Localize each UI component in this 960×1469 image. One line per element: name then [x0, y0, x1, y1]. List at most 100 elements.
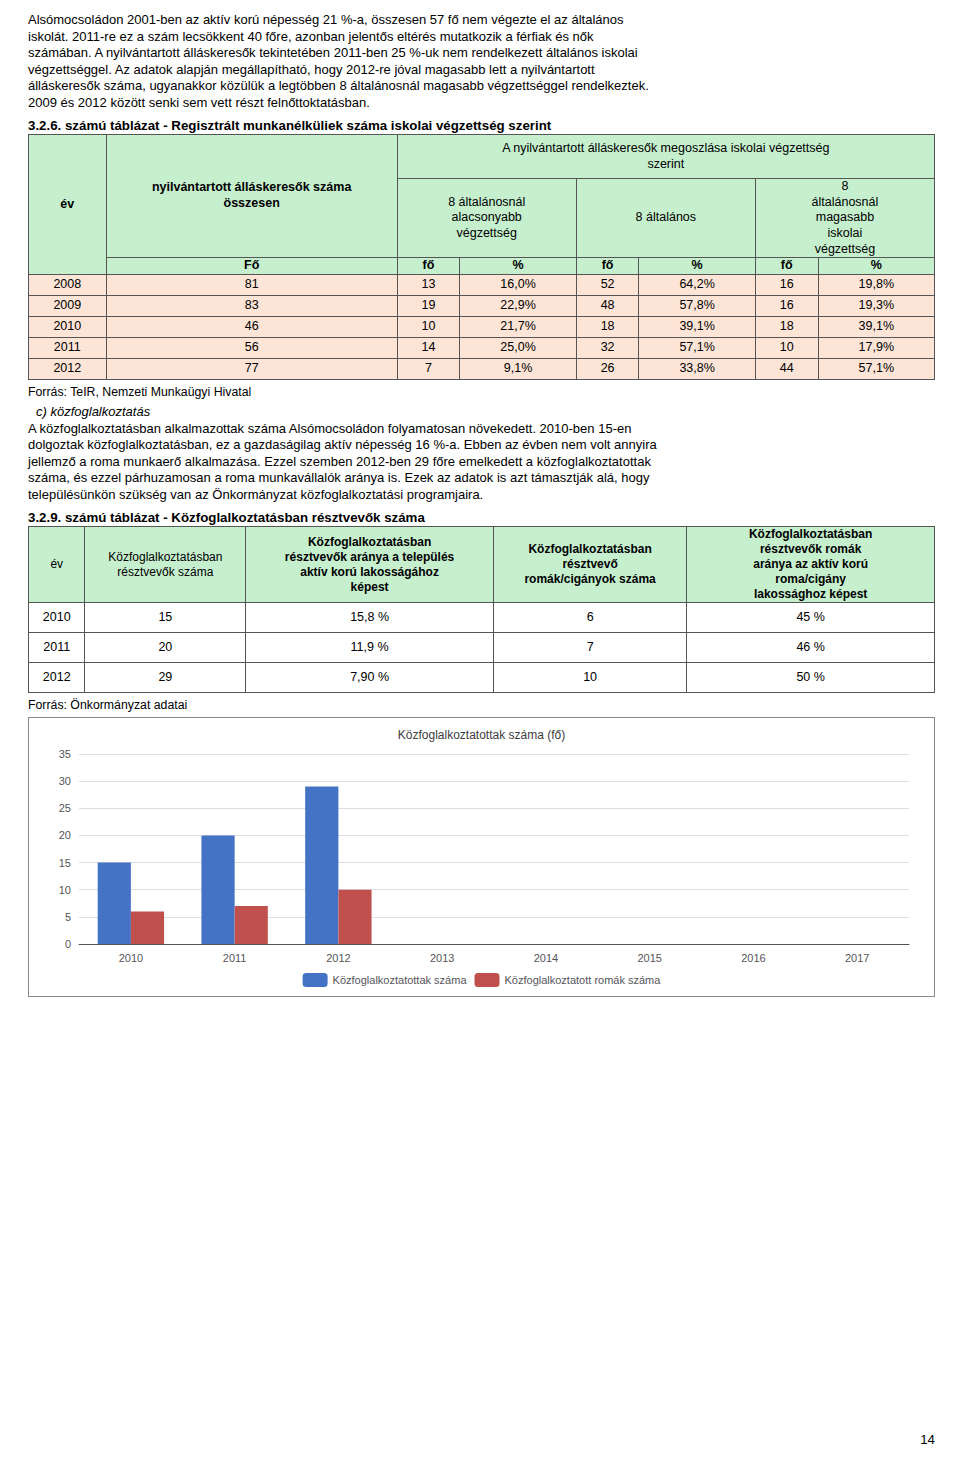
- html-text:56: 56: [244, 340, 259, 355]
- html-text:14: 14: [421, 340, 436, 355]
- html-text:48: 48: [600, 298, 615, 313]
- html-text:álláskeresők száma, ugyanakkor: álláskeresők száma, ugyanakkor közülük a…: [28, 78, 649, 93]
- html-text:19,3%: 19,3%: [858, 298, 894, 313]
- html-text:2008: 2008: [53, 277, 82, 292]
- html-text:Közfoglalkoztatásban: Közfoglalkoztatásban: [307, 534, 432, 549]
- html-text:32: 32: [600, 340, 615, 355]
- html-text:3.2.9. számú táblázat - Közfog: 3.2.9. számú táblázat - Közfoglalkoztatá…: [28, 510, 425, 526]
- html-text:57,1%: 57,1%: [858, 361, 894, 376]
- html-text:10: 10: [779, 340, 794, 355]
- html-text:19,8%: 19,8%: [858, 277, 894, 292]
- html-text:64,2%: 64,2%: [679, 277, 715, 292]
- html-text:végzettség: végzettség: [456, 225, 517, 240]
- svg-text:35: 35: [59, 748, 71, 760]
- html-text:16: 16: [779, 298, 794, 313]
- html-text:18: 18: [779, 319, 794, 334]
- svg-text:5: 5: [65, 911, 71, 923]
- html-text:romák/cigányok száma: romák/cigányok száma: [524, 572, 656, 587]
- html-text:aránya az aktív korú: aránya az aktív korú: [753, 557, 868, 572]
- html-text:A közfoglalkoztatásban alkalma: A közfoglalkoztatásban alkalmazottak szá…: [28, 420, 632, 436]
- html-text:A nyilvántartott álláskeresők: A nyilvántartott álláskeresők megoszlása…: [502, 140, 830, 155]
- html-text:3.2.6. számú táblázat - Regisz: 3.2.6. számú táblázat - Regisztrált munk…: [28, 118, 552, 133]
- html-text:összesen: összesen: [223, 196, 280, 211]
- html-text:év: év: [60, 196, 75, 211]
- html-text:általánosnál: általánosnál: [811, 194, 879, 209]
- svg-text:2017: 2017: [845, 952, 869, 964]
- html-text:alacsonyabb: alacsonyabb: [451, 210, 522, 225]
- html-text:52: 52: [600, 277, 615, 292]
- html-text:13: 13: [421, 277, 436, 292]
- svg-text:2015: 2015: [637, 952, 661, 964]
- html-text:Fő: Fő: [244, 258, 260, 273]
- html-text:2012: 2012: [53, 361, 82, 376]
- html-text:8 általános: 8 általános: [635, 210, 696, 225]
- html-text:39,1%: 39,1%: [858, 319, 894, 334]
- html-text:magasabb: magasabb: [815, 210, 875, 225]
- svg-text:30: 30: [59, 775, 71, 787]
- html-text:39,1%: 39,1%: [679, 319, 715, 334]
- svg-text:10: 10: [59, 884, 71, 896]
- html-text:46: 46: [244, 319, 259, 334]
- svg-text:2013: 2013: [430, 952, 454, 964]
- html-text:2009: 2009: [53, 298, 82, 313]
- html-text:16: 16: [779, 277, 794, 292]
- html-text:16,0%: 16,0%: [500, 277, 536, 292]
- html-text:résztvevő: résztvevő: [562, 557, 618, 572]
- svg-text:15: 15: [59, 857, 71, 869]
- html-text:Közfoglalkoztatásban: Közfoglalkoztatásban: [108, 549, 223, 564]
- html-text:résztvevők száma: résztvevők száma: [117, 564, 214, 579]
- html-text:képest: képest: [350, 579, 389, 594]
- html-text:2010: 2010: [53, 319, 82, 334]
- html-text:településünkön szükség van az: településünkön szükség van az Önkormányz…: [28, 486, 484, 502]
- svg-text:Közfoglalkoztatott romák száma: Közfoglalkoztatott romák száma: [505, 974, 662, 986]
- html-text:57,8%: 57,8%: [679, 298, 715, 313]
- html-text:c) közfoglalkoztatás: c) közfoglalkoztatás: [36, 404, 151, 420]
- svg-text:25: 25: [59, 802, 71, 814]
- html-text:21,7%: 21,7%: [500, 319, 536, 334]
- html-text:végzettség: végzettség: [814, 241, 876, 256]
- html-text:26: 26: [600, 361, 615, 376]
- html-text:nyilvántartott álláskeresők sz: nyilvántartott álláskeresők száma: [151, 180, 352, 195]
- html-text:aktív korú lakosságához: aktív korú lakosságához: [300, 564, 439, 579]
- html-text:roma/cigány: roma/cigány: [775, 572, 846, 587]
- html-text:18: 18: [600, 319, 615, 334]
- html-text:iskolai: iskolai: [827, 225, 863, 240]
- svg-text:Közfoglalkoztatottak száma: Közfoglalkoztatottak száma: [333, 974, 468, 986]
- html-text:szerint: szerint: [647, 156, 685, 171]
- html-text:33,8%: 33,8%: [679, 361, 715, 376]
- html-text:Közfoglalkoztatásban: Közfoglalkoztatásban: [749, 527, 873, 542]
- svg-text:2010: 2010: [119, 952, 143, 964]
- html-text:57,1%: 57,1%: [679, 340, 715, 355]
- html-text:számában. A nyilvántartott áll: számában. A nyilvántartott álláskeresők …: [28, 45, 638, 60]
- html-text:17,9%: 17,9%: [858, 340, 894, 355]
- html-text:9,1%: 9,1%: [503, 361, 533, 376]
- html-text:2009 és 2012 között senki sem: 2009 és 2012 között senki sem vett részt…: [28, 94, 370, 110]
- html-text:83: 83: [244, 298, 259, 313]
- svg-text:2016: 2016: [741, 952, 765, 964]
- html-text:dolgoztak közfoglalkoztatásban: dolgoztak közfoglalkoztatásban, ez a gaz…: [28, 437, 657, 453]
- html-text:jellemző a roma munkaerő alkal: jellemző a roma munkaerő alkalmazása. Ez…: [28, 453, 651, 469]
- html-text:77: 77: [244, 361, 259, 376]
- svg-text:Közfoglalkoztatottak száma (fő: Közfoglalkoztatottak száma (fő): [398, 728, 565, 742]
- html-text:8 általánosnál: 8 általánosnál: [448, 194, 526, 209]
- html-text:Forrás: TeIR, Nemzeti Munkaügy: Forrás: TeIR, Nemzeti Munkaügyi Hivatal: [28, 385, 252, 400]
- svg-text:0: 0: [65, 938, 71, 950]
- html-text:10: 10: [421, 319, 436, 334]
- html-text:81: 81: [244, 277, 259, 292]
- html-text:résztvevők aránya a település: résztvevők aránya a település: [284, 549, 455, 564]
- html-text:résztvevők romák: résztvevők romák: [759, 542, 862, 557]
- html-text:Közfoglalkoztatásban: Közfoglalkoztatásban: [528, 542, 652, 557]
- svg-text:2011: 2011: [223, 952, 247, 964]
- svg-text:2014: 2014: [534, 952, 558, 964]
- html-text:végzettséggel. Az adatok alapj: végzettséggel. Az adatok alapján megálla…: [28, 61, 595, 77]
- html-text:száma, és ezzel párhuzamosan a: száma, és ezzel párhuzamosan a roma munk…: [28, 470, 650, 486]
- html-text:25,0%: 25,0%: [500, 340, 536, 355]
- svg-text:20: 20: [59, 830, 71, 842]
- html-text:44: 44: [779, 361, 794, 376]
- html-text:22,9%: 22,9%: [500, 298, 536, 313]
- html-text:Alsómocsoládon 2001-ben az akt: Alsómocsoládon 2001-ben az aktív korú né…: [28, 12, 624, 27]
- html-text:19: 19: [421, 298, 436, 313]
- svg-text:2012: 2012: [326, 952, 350, 964]
- html-text:2011: 2011: [53, 340, 81, 355]
- html-text:iskolát. 2011-re ez a szám lec: iskolát. 2011-re ez a szám lecsökkent 40…: [28, 28, 594, 44]
